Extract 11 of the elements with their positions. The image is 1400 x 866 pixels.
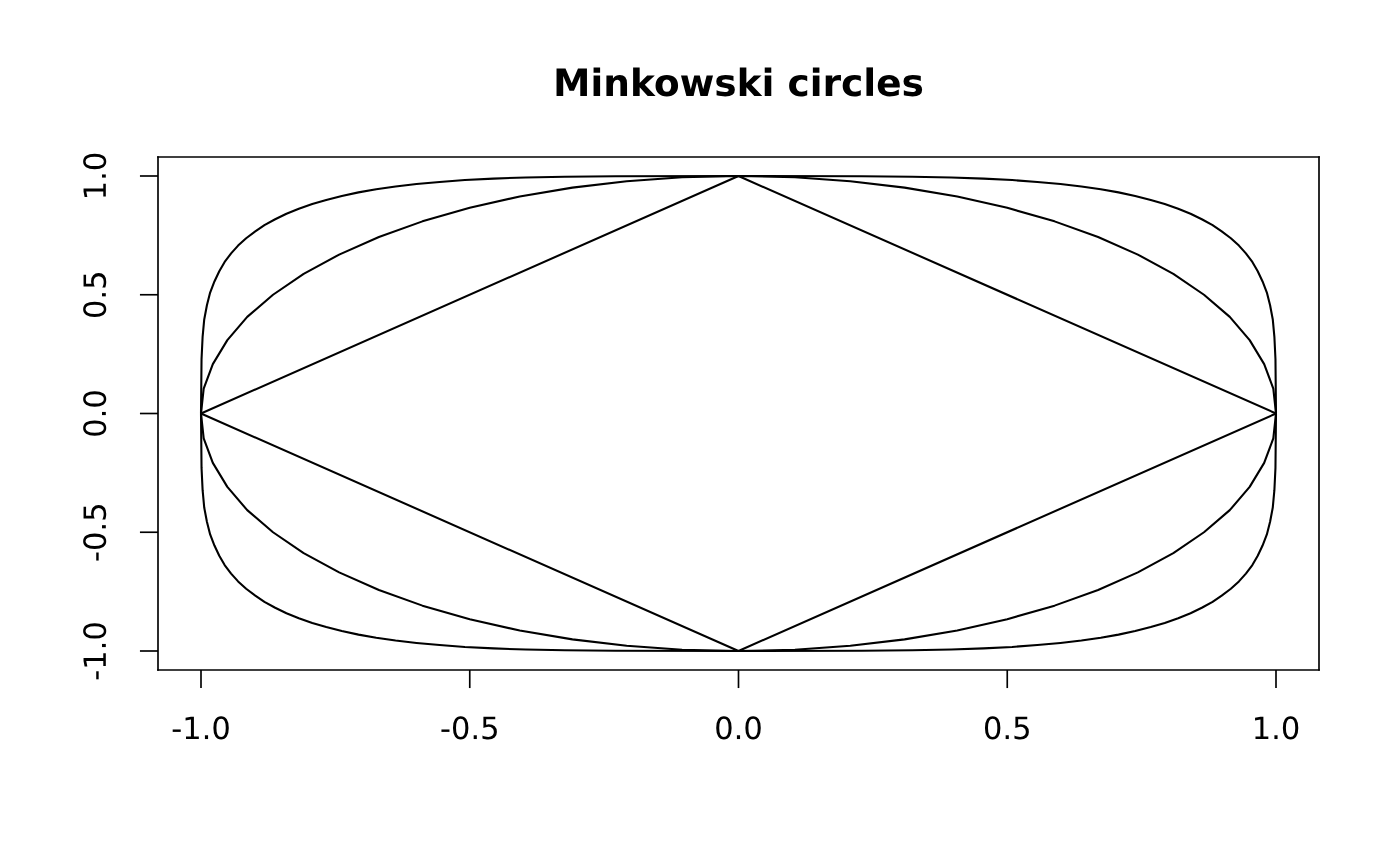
y-tick-label: 0.0 (83, 391, 107, 436)
y-tick-label: 0.5 (83, 273, 107, 318)
y-tick-label: 1.0 (83, 153, 107, 197)
y-tick-label: -0.5 (83, 505, 107, 561)
x-tick-label: -1.0 (172, 716, 229, 740)
x-tick-label: 1.0 (1255, 716, 1299, 740)
chart-title: Minkowski circles (556, 67, 923, 97)
x-tick-label: -0.5 (441, 716, 497, 740)
x-tick-label: 0.0 (716, 716, 761, 740)
x-tick-label: 0.5 (984, 716, 1029, 740)
y-tick-label: -1.0 (83, 623, 107, 680)
